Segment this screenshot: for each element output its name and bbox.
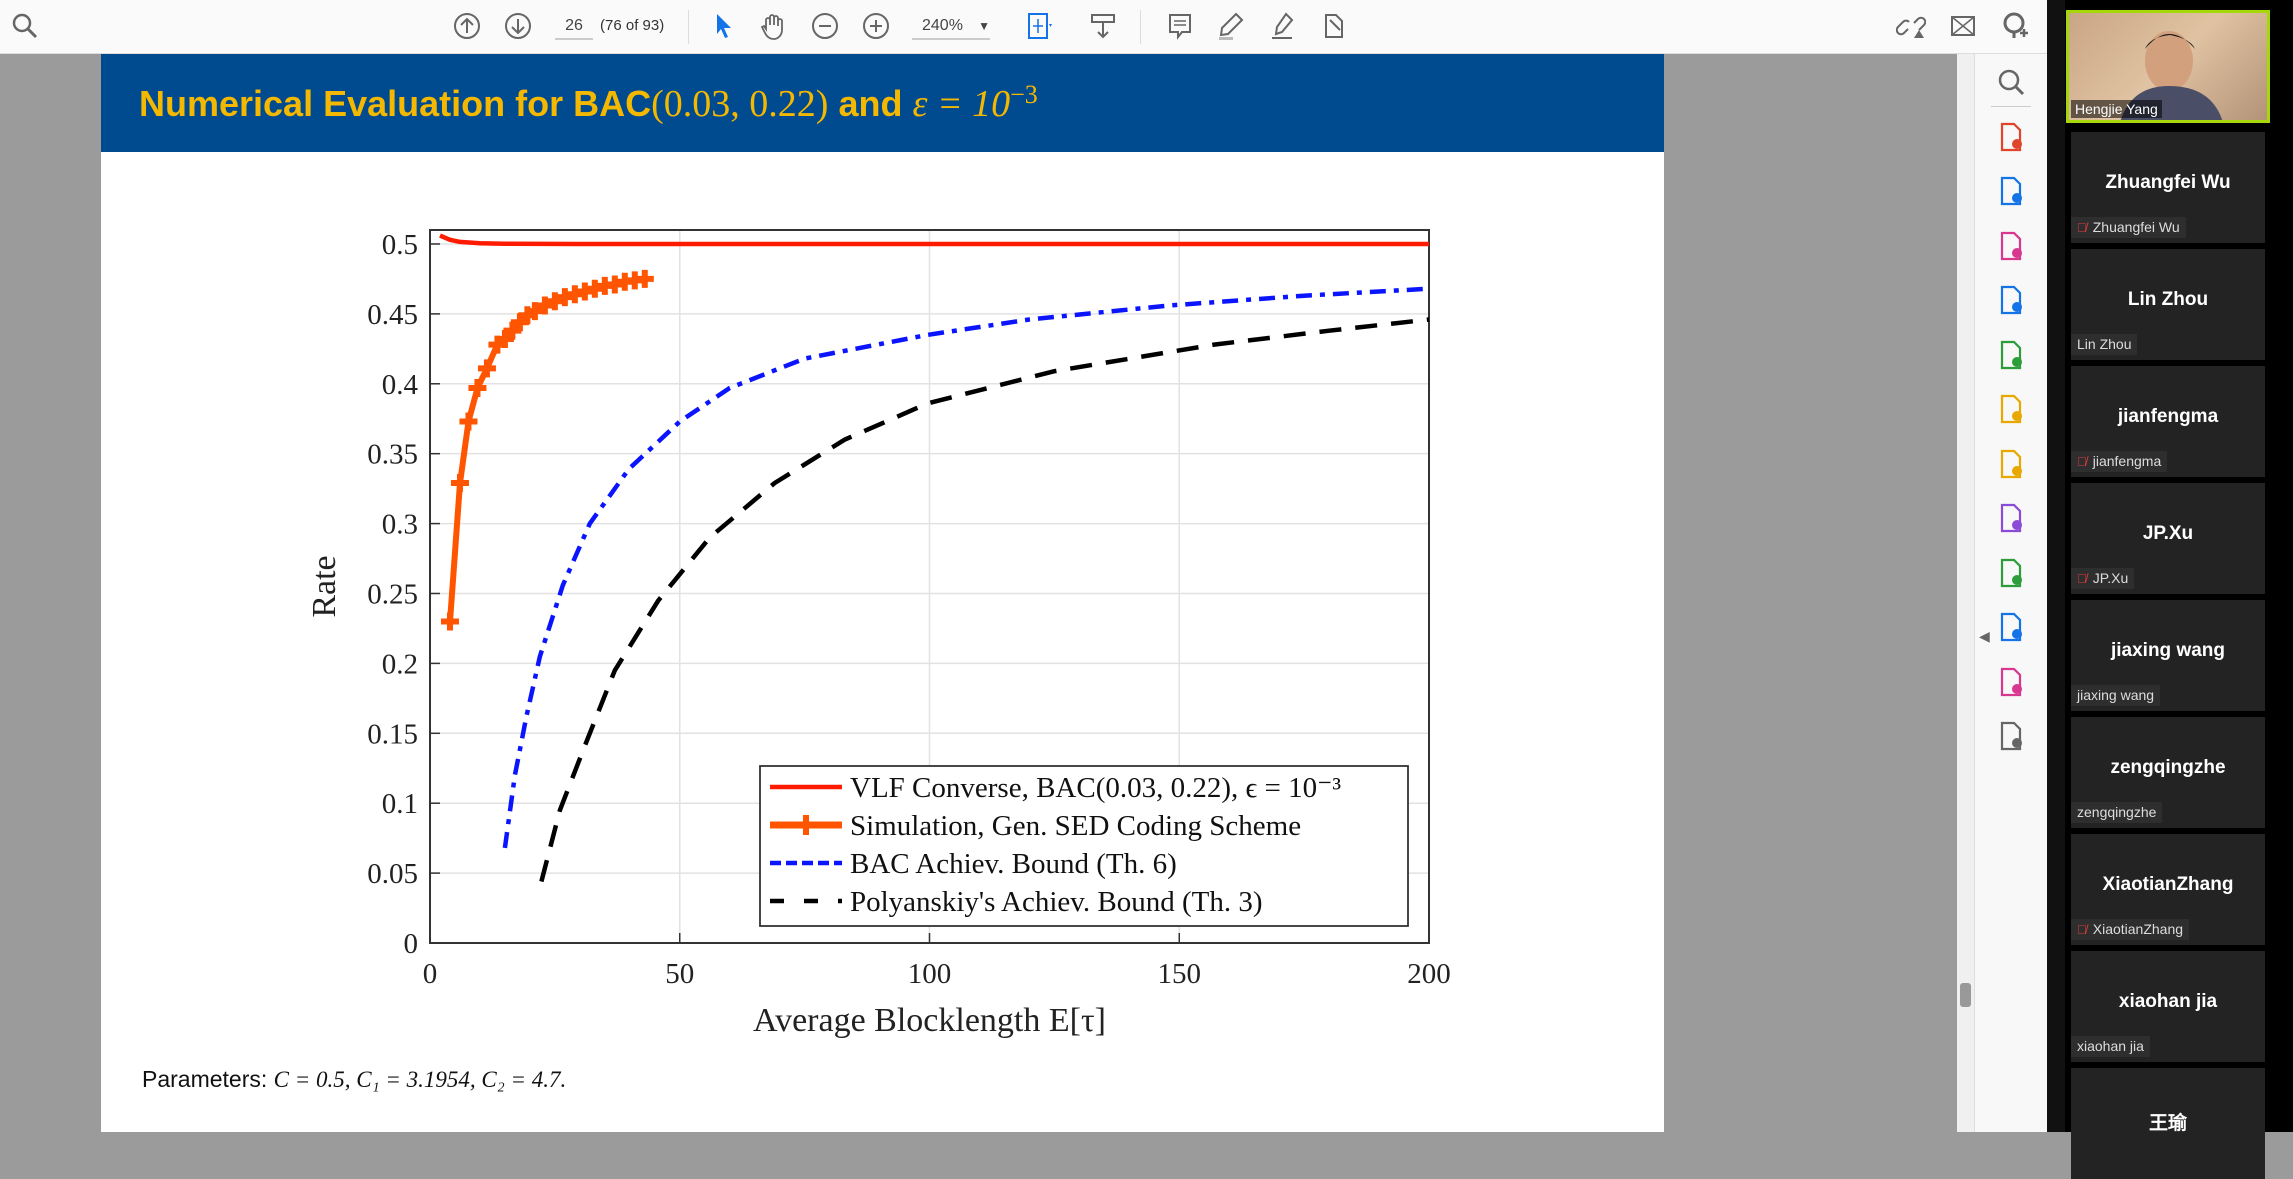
print-production-icon[interactable] (1995, 557, 2027, 589)
participant-label: 🎙̸ JP.Xu (2071, 568, 2135, 589)
divider (1991, 106, 2031, 107)
active-speaker-video[interactable]: Hengjie Yang (2066, 10, 2270, 123)
parameters-caption: Parameters: C = 0.5, C₁ = 3.1954, C₂ = 4… (142, 1066, 566, 1093)
right-tools-panel (1974, 54, 2047, 1132)
participant-name: XiaotianZhang (2102, 874, 2234, 895)
participant-name: JP.Xu (2142, 523, 2194, 544)
highlight-pen-icon[interactable] (1216, 10, 1246, 42)
participant-label: 🎙̸ jianfengma (2071, 451, 2168, 472)
comment-icon[interactable] (1165, 10, 1195, 42)
participant-name: xiaohan jia (2118, 991, 2218, 1012)
protect-icon[interactable] (1995, 611, 2027, 643)
vertical-scrollbar[interactable] (1957, 54, 1974, 1132)
title-and: and (838, 83, 903, 124)
muted-mic-icon: 🎙̸ (2077, 220, 2087, 235)
participant-tile[interactable]: Zhuangfei Wu 🎙̸ Zhuangfei Wu (2071, 132, 2265, 243)
participant-tile[interactable]: jiaxing wang jiaxing wang (2071, 600, 2265, 711)
scrollbar-thumb[interactable] (1960, 983, 1971, 1007)
participant-tile[interactable]: xiaohan jia xiaohan jia (2071, 951, 2265, 1062)
slide-page: Numerical Evaluation for BAC(0.03, 0.22)… (101, 54, 1664, 1132)
select-tool-icon[interactable] (708, 10, 738, 42)
zoom-in-button[interactable] (861, 10, 891, 42)
title-math: (0.03, 0.22) (651, 83, 829, 125)
pdf-toolbar: 26 (76 of 93) 240% ▼ (0, 0, 2047, 54)
participant-label-text: jiaxing wang (2077, 687, 2155, 703)
muted-mic-icon: 🎙̸ (2077, 454, 2087, 469)
participant-tile[interactable]: zengqingzhe zengqingzhe (2071, 717, 2265, 828)
collapse-panel-icon[interactable]: ◀ (1979, 628, 1990, 644)
participant-label-text: Lin Zhou (2077, 336, 2132, 352)
search-zoom-icon[interactable] (1995, 66, 2027, 98)
zoom-out-button[interactable] (810, 10, 840, 42)
panel-edge (2047, 0, 2065, 1132)
fill-sign-icon[interactable] (1995, 502, 2027, 534)
scroll-mode-icon[interactable] (1088, 10, 1118, 42)
participant-name: jiaxing wang (2110, 640, 2226, 661)
next-page-button[interactable] (503, 10, 533, 42)
more-tools-icon[interactable] (1995, 720, 2027, 752)
edit-pdf-icon[interactable] (1318, 10, 1348, 42)
speaker-name-label: Hengjie Yang (2071, 100, 2162, 118)
parameters-values: C = 0.5, C₁ = 3.1954, C₂ = 4.7. (273, 1067, 567, 1092)
title-text: Numerical Evaluation for BAC (139, 83, 652, 124)
participant-label-text: jianfengma (2092, 453, 2162, 469)
hand-tool-icon[interactable] (758, 10, 788, 42)
participant-label: zengqingzhe (2071, 802, 2163, 823)
create-pdf-plus-icon[interactable] (1995, 666, 2027, 698)
comment-icon[interactable] (1995, 448, 2027, 480)
divider (688, 10, 689, 44)
slide-title-bar: Numerical Evaluation for BAC(0.03, 0.22)… (101, 54, 1664, 152)
muted-mic-icon: 🎙̸ (2077, 922, 2087, 937)
compress-pdf-icon[interactable] (1995, 339, 2027, 371)
participant-label: Lin Zhou (2071, 334, 2138, 355)
request-signature-icon[interactable] (1995, 393, 2027, 425)
participant-tile[interactable]: JP.Xu 🎙̸ JP.Xu (2071, 483, 2265, 594)
share-link-icon[interactable] (1896, 10, 1926, 42)
participant-label: xiaohan jia (2071, 1036, 2150, 1057)
previous-page-button[interactable] (452, 10, 482, 42)
participant-name: zengqingzhe (2110, 757, 2226, 778)
participant-label-text: zengqingzhe (2077, 804, 2157, 820)
add-user-icon[interactable] (2001, 10, 2031, 42)
participant-tile[interactable]: Lin Zhou Lin Zhou (2071, 249, 2265, 360)
sign-icon[interactable] (1268, 10, 1298, 42)
slide-title: Numerical Evaluation for BAC(0.03, 0.22)… (139, 80, 1038, 126)
participant-label-text: JP.Xu (2092, 570, 2129, 586)
participant-tile[interactable]: 王瑜 (2071, 1068, 2265, 1179)
create-pdf-icon[interactable] (1995, 175, 2027, 207)
email-icon[interactable] (1948, 10, 1978, 42)
participant-name: Lin Zhou (2127, 289, 2209, 310)
participant-label-text: XiaotianZhang (2092, 921, 2184, 937)
organize-pages-icon[interactable] (1995, 230, 2027, 262)
participant-label: 🎙̸ XiaotianZhang (2071, 919, 2190, 940)
participant-name: jianfengma (2117, 406, 2219, 427)
participant-label-text: Zhuangfei Wu (2092, 219, 2180, 235)
zoom-level-value: 240% (922, 17, 963, 34)
participant-label: 🎙̸ Zhuangfei Wu (2071, 217, 2186, 238)
chevron-down-icon: ▼ (978, 19, 990, 33)
page-number-input[interactable]: 26 (555, 12, 593, 40)
search-icon[interactable] (10, 10, 40, 42)
page-count: (76 of 93) (600, 17, 665, 34)
participant-tile[interactable]: jianfengma 🎙̸ jianfengma (2071, 366, 2265, 477)
participant-name: Zhuangfei Wu (2105, 172, 2231, 193)
title-epsilon: ε = 10 (912, 83, 1011, 125)
title-exponent: −3 (1010, 80, 1038, 109)
export-pdf-icon[interactable] (1995, 121, 2027, 153)
zoom-level-select[interactable]: 240% ▼ (912, 12, 990, 40)
muted-mic-icon: 🎙̸ (2077, 571, 2087, 586)
fit-page-icon[interactable] (1024, 10, 1054, 42)
parameters-label: Parameters: (142, 1066, 268, 1092)
participant-label-text: xiaohan jia (2077, 1038, 2144, 1054)
participant-name: 王瑜 (2148, 1113, 2187, 1134)
edit-pdf-icon[interactable] (1995, 284, 2027, 316)
divider (1140, 10, 1141, 44)
participant-tile[interactable]: XiaotianZhang 🎙̸ XiaotianZhang (2071, 834, 2265, 945)
participant-label: jiaxing wang (2071, 685, 2161, 706)
